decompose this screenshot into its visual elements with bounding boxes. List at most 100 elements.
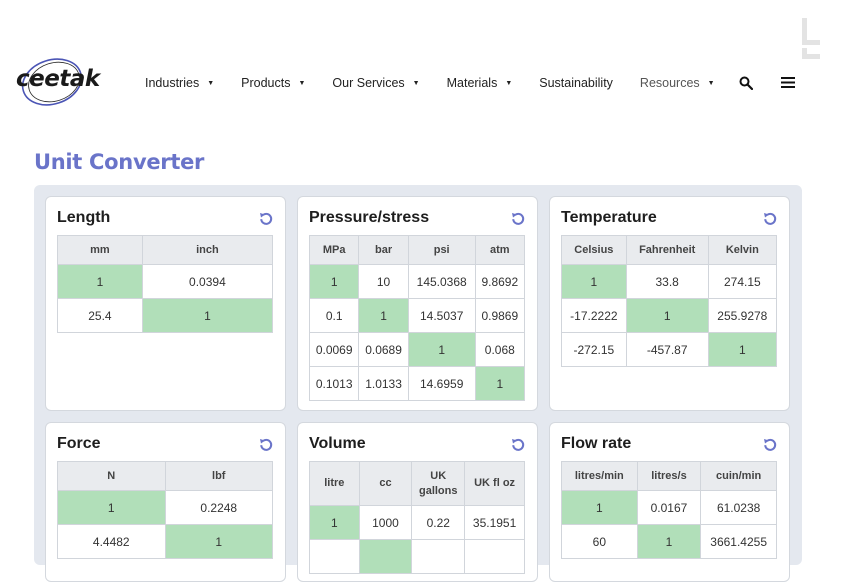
- caret-down-icon: ▼: [207, 79, 215, 87]
- ceetak-logo[interactable]: ceetak: [14, 58, 102, 108]
- card-title: Temperature: [561, 209, 657, 226]
- value-cell[interactable]: 1: [474, 366, 526, 401]
- nav-item-label: Resources: [639, 76, 700, 90]
- value-cell[interactable]: 0.1013: [308, 366, 360, 401]
- value-cell[interactable]: 1: [308, 264, 360, 299]
- value-cell[interactable]: 1: [636, 524, 702, 559]
- value-cell[interactable]: 3661.4255: [700, 524, 777, 559]
- value-cell[interactable]: 0.0167: [636, 490, 702, 525]
- value-cell[interactable]: 1: [707, 332, 778, 367]
- value-cell[interactable]: 33.8: [625, 264, 709, 299]
- value-cell[interactable]: 1: [561, 490, 638, 525]
- nav-item-materials[interactable]: Materials ▼: [447, 76, 513, 90]
- value-cell[interactable]: 0.1: [308, 298, 360, 333]
- page-title: Unit Converter: [34, 150, 205, 174]
- value-cell[interactable]: 0.0069: [308, 332, 360, 367]
- value-cell[interactable]: -17.2222: [561, 298, 627, 333]
- value-cell[interactable]: 1: [309, 505, 360, 540]
- reset-icon[interactable]: [510, 211, 526, 227]
- value-cell[interactable]: 1: [141, 298, 274, 333]
- card-title: Volume: [309, 435, 366, 452]
- card-title: Pressure/stress: [309, 209, 430, 226]
- column-header: Celsius: [561, 235, 627, 265]
- value-cell[interactable]: 145.0368: [407, 264, 476, 299]
- value-cell[interactable]: 0.9869: [474, 298, 526, 333]
- column-header: lbf: [164, 461, 273, 491]
- nav-item-our-services[interactable]: Our Services ▼: [332, 76, 419, 90]
- value-cell[interactable]: 0.068: [474, 332, 526, 367]
- value-cell[interactable]: 4.4482: [57, 524, 166, 559]
- value-cell[interactable]: -457.87: [625, 332, 709, 367]
- card-title: Length: [57, 209, 111, 226]
- value-cell[interactable]: 1: [407, 332, 476, 367]
- main-nav: Industries ▼ Products ▼ Our Services ▼ M…: [145, 74, 742, 92]
- nav-item-label: Sustainability: [539, 76, 613, 90]
- nav-item-sustainability[interactable]: Sustainability: [539, 76, 613, 90]
- logo-swoosh-icon: [21, 58, 83, 106]
- card-title: Flow rate: [561, 435, 632, 452]
- caret-down-icon: ▼: [298, 79, 306, 87]
- flow-rate-converter-card: Flow rate litres/min litres/s cuin/min 1…: [549, 422, 790, 582]
- column-header: mm: [57, 235, 143, 265]
- caret-down-icon: ▼: [505, 79, 513, 87]
- value-cell[interactable]: 0.22: [411, 505, 466, 540]
- reset-icon[interactable]: [762, 211, 778, 227]
- column-header: N: [57, 461, 166, 491]
- column-header: UK gallons: [411, 461, 466, 506]
- value-cell[interactable]: [309, 539, 360, 574]
- value-cell[interactable]: 274.15: [707, 264, 778, 299]
- value-cell[interactable]: 1: [625, 298, 709, 333]
- site-header: ceetak Industries ▼ Products ▼ Our Servi…: [0, 0, 850, 130]
- hamburger-menu-icon[interactable]: [781, 76, 795, 89]
- column-header: Fahrenheit: [625, 235, 709, 265]
- column-header: bar: [358, 235, 409, 265]
- value-cell[interactable]: [411, 539, 466, 574]
- force-converter-card: Force N lbf 1 0.2248 4.4482 1: [45, 422, 286, 582]
- value-cell[interactable]: 14.6959: [407, 366, 476, 401]
- reset-icon[interactable]: [510, 437, 526, 453]
- reset-icon[interactable]: [258, 437, 274, 453]
- length-converter-card: Length mm inch 1 0.0394 25.4 1: [45, 196, 286, 411]
- value-cell[interactable]: 60: [561, 524, 638, 559]
- value-cell[interactable]: -272.15: [561, 332, 627, 367]
- value-cell[interactable]: 1: [561, 264, 627, 299]
- reset-icon[interactable]: [762, 437, 778, 453]
- value-cell[interactable]: 25.4: [57, 298, 143, 333]
- value-cell[interactable]: 35.1951: [464, 505, 525, 540]
- pressure-table: MPa bar psi atm 1 10 145.0368 9.8692 0.1…: [308, 235, 526, 401]
- value-cell[interactable]: 14.5037: [407, 298, 476, 333]
- value-cell[interactable]: 10: [358, 264, 409, 299]
- value-cell[interactable]: 0.0689: [358, 332, 409, 367]
- value-cell[interactable]: [464, 539, 525, 574]
- caret-down-icon: ▼: [707, 79, 715, 87]
- value-cell[interactable]: 1: [57, 264, 143, 299]
- value-cell[interactable]: 1000: [358, 505, 413, 540]
- corner-decoration-icon: [802, 18, 820, 59]
- value-cell[interactable]: 61.0238: [700, 490, 777, 525]
- value-cell[interactable]: 1: [57, 490, 166, 525]
- volume-converter-card: Volume litre cc UK gallons UK fl oz 1 10…: [297, 422, 538, 582]
- value-cell[interactable]: [358, 539, 413, 574]
- nav-item-label: Materials: [446, 76, 498, 90]
- volume-table: litre cc UK gallons UK fl oz 1 1000 0.22…: [309, 461, 525, 574]
- temperature-converter-card: Temperature Celsius Fahrenheit Kelvin 1 …: [549, 196, 790, 411]
- value-cell[interactable]: 1: [164, 524, 273, 559]
- column-header: inch: [141, 235, 274, 265]
- reset-icon[interactable]: [258, 211, 274, 227]
- nav-item-resources[interactable]: Resources ▼: [640, 76, 715, 90]
- search-icon[interactable]: [739, 76, 753, 90]
- value-cell[interactable]: 0.0394: [141, 264, 274, 299]
- nav-item-products[interactable]: Products ▼: [241, 76, 305, 90]
- value-cell[interactable]: 1.0133: [358, 366, 409, 401]
- nav-item-industries[interactable]: Industries ▼: [145, 76, 214, 90]
- value-cell[interactable]: 255.9278: [707, 298, 778, 333]
- caret-down-icon: ▼: [412, 79, 420, 87]
- pressure-converter-card: Pressure/stress MPa bar psi atm 1 10 145…: [297, 196, 538, 411]
- logo-text: ceetak: [16, 66, 100, 92]
- value-cell[interactable]: 0.2248: [164, 490, 273, 525]
- column-header: UK fl oz: [464, 461, 525, 506]
- value-cell[interactable]: 1: [358, 298, 409, 333]
- column-header: cc: [358, 461, 413, 506]
- nav-item-label: Industries: [145, 76, 200, 90]
- value-cell[interactable]: 9.8692: [474, 264, 526, 299]
